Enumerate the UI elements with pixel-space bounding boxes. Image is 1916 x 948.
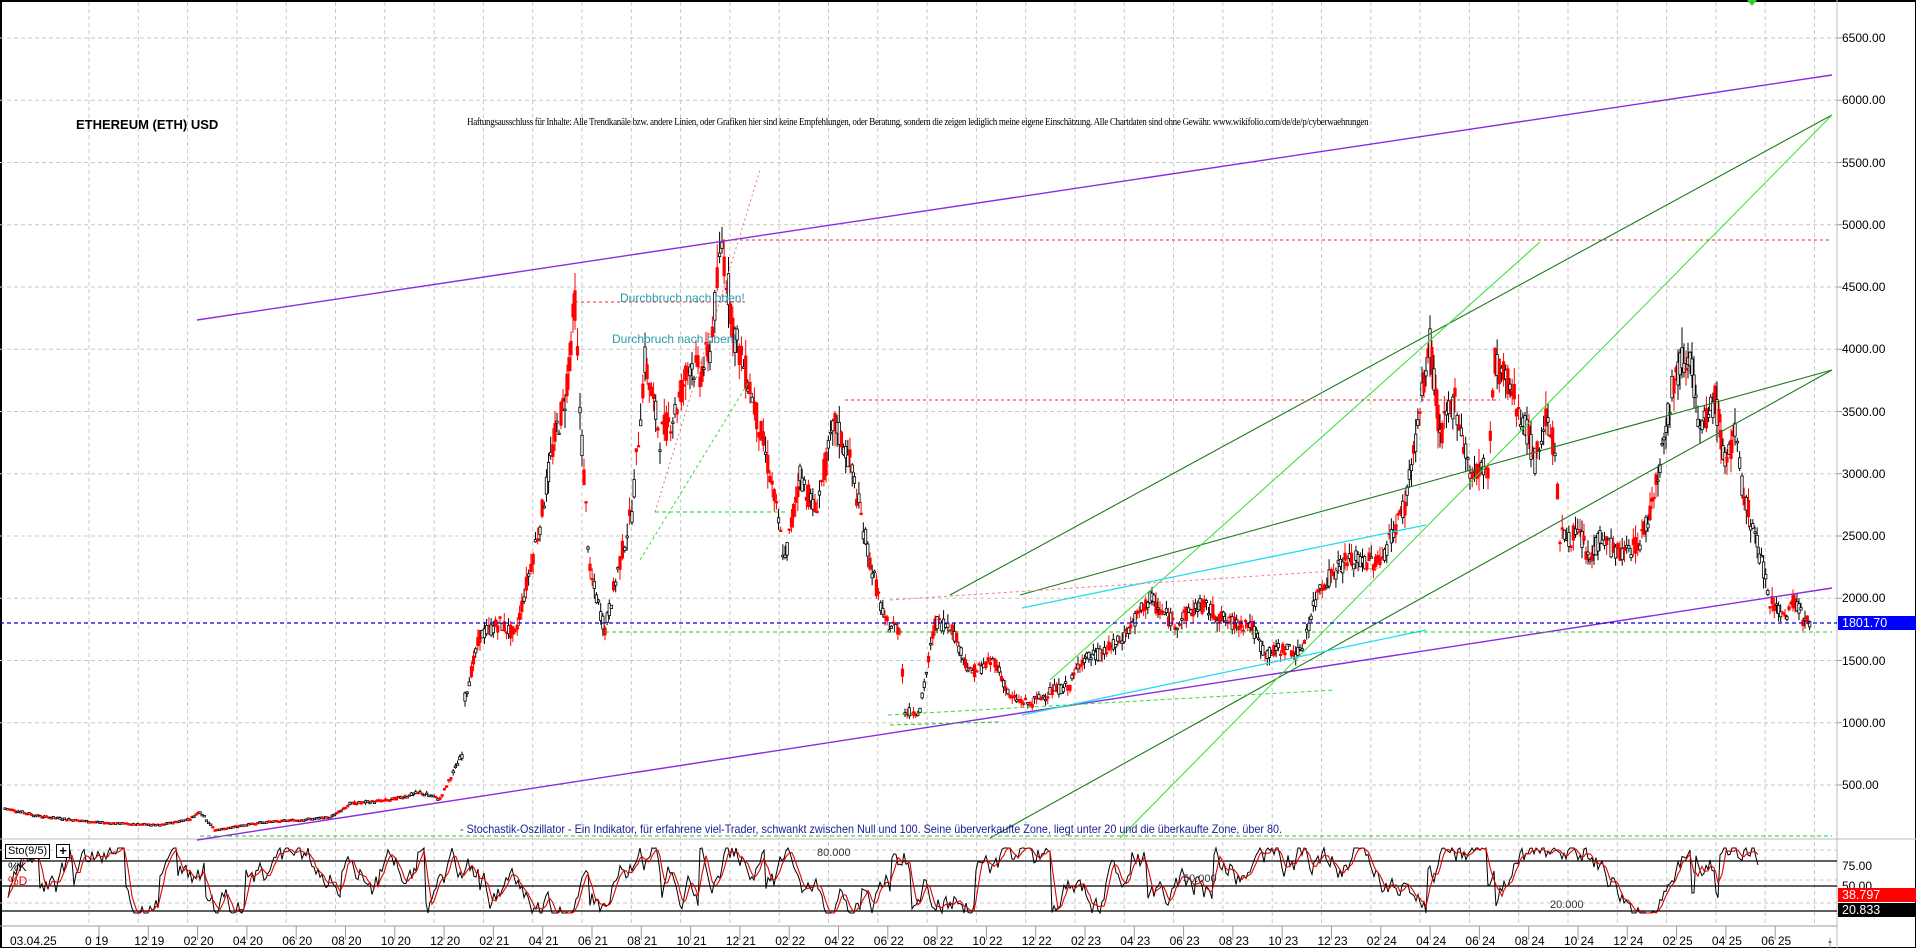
time-axis-label: 06 21 <box>578 934 609 948</box>
stoch-d-value-tag: 38.797 <box>1838 888 1916 902</box>
time-axis-label: 02 25 <box>1662 934 1693 948</box>
time-axis-label: 10 24 <box>1564 934 1595 948</box>
time-axis-label: 04 25 <box>1711 934 1742 948</box>
k-label: %K <box>8 860 27 874</box>
time-axis-label: 08 20 <box>331 934 362 948</box>
chart-title: ETHEREUM (ETH) USD <box>76 117 219 132</box>
time-axis-label: 10 20 <box>380 934 411 948</box>
price-axis-label: 1500.00 <box>1842 653 1886 668</box>
price-axis-label: 3500.00 <box>1842 404 1886 419</box>
time-axis-label: - <box>1828 934 1832 948</box>
time-axis-label: 06 25 <box>1761 934 1792 948</box>
price-axis-label: 500.00 <box>1842 778 1879 792</box>
expand-icon[interactable]: + <box>56 844 70 858</box>
d-label: %D <box>8 874 28 888</box>
annotation-breakout-2: Durchbruch nach oben! <box>612 332 737 346</box>
time-axis-label: 02 20 <box>183 934 214 948</box>
price-axis-label: 3000.00 <box>1842 466 1886 481</box>
stoch-axis-75: 75.00 <box>1842 859 1873 873</box>
time-axis-label: 12 22 <box>1021 934 1052 948</box>
level-50-label: 50.000 <box>1183 873 1217 885</box>
price-axis-label: 6000.00 <box>1842 93 1886 108</box>
price-axis-label: 2000.00 <box>1842 591 1886 606</box>
time-axis-label: 04 22 <box>824 934 855 948</box>
time-axis-label: 04 24 <box>1416 934 1447 948</box>
time-axis-label: 08 24 <box>1514 934 1545 948</box>
price-axis-label: 2500.00 <box>1842 529 1886 543</box>
price-axis-label: 1000.00 <box>1842 715 1886 730</box>
disclaimer-text: Haftungsausschluss für Inhalte: Alle Tre… <box>467 117 1369 128</box>
time-axis-label: 12 20 <box>430 934 461 948</box>
stoch-k-value-tag: 20.833 <box>1838 903 1916 917</box>
last-price-tag: 1801.70 <box>1838 616 1916 630</box>
indicator-label[interactable]: Sto(9/5) <box>5 844 51 859</box>
time-axis-label: 12 21 <box>725 934 756 948</box>
time-axis-label: 04 21 <box>528 934 559 948</box>
time-axis-label: 10 21 <box>676 934 707 948</box>
time-axis-label: 02 24 <box>1366 934 1397 948</box>
time-axis-label: 06 24 <box>1465 934 1496 948</box>
annotation-breakout-1: Durchbruch nach oben! <box>620 291 745 305</box>
time-axis-label: 08 23 <box>1218 934 1249 948</box>
level-80-label: 80.000 <box>817 847 851 859</box>
time-axis-label: 06 20 <box>282 934 313 948</box>
time-axis-label: 04 20 <box>232 934 263 948</box>
price-axis-label: 4500.00 <box>1842 280 1886 294</box>
time-axis-label: 03.04.25 <box>10 934 57 948</box>
time-axis-label: 10 22 <box>972 934 1003 948</box>
time-axis-label: 12 23 <box>1317 934 1348 948</box>
time-axis-label: 02 21 <box>479 934 510 948</box>
time-axis-label: 10 23 <box>1268 934 1299 948</box>
candles <box>3 226 1812 832</box>
level-20-label: 20.000 <box>1550 899 1584 911</box>
time-axis-label: 06 23 <box>1169 934 1200 948</box>
time-axis-label: 02 23 <box>1071 934 1102 948</box>
time-axis-label: 08 21 <box>627 934 658 948</box>
time-axis-label: 04 23 <box>1120 934 1151 948</box>
time-axis-label: 12 24 <box>1613 934 1644 948</box>
price-axis-label: 4000.00 <box>1842 342 1886 357</box>
time-axis-label: 06 22 <box>873 934 904 948</box>
price-axis-label: 5500.00 <box>1842 155 1886 170</box>
time-axis-label: 12 19 <box>134 934 165 948</box>
price-axis-label: 6500.00 <box>1842 31 1886 45</box>
stochastic-note: - Stochastik-Oszillator - Ein Indikator,… <box>460 822 1283 836</box>
price-axis-label: 5000.00 <box>1842 217 1886 232</box>
time-axis-label: 0 19 <box>85 934 109 948</box>
time-axis-label: 08 22 <box>923 934 954 948</box>
time-axis-label: 02 22 <box>775 934 806 948</box>
